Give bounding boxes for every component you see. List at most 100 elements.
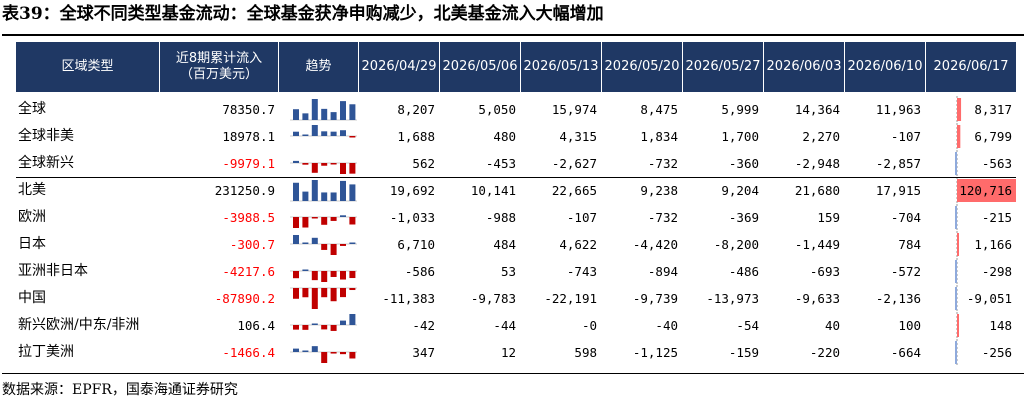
region-label: 全球新兴 <box>18 155 74 171</box>
table-row: 全球 78350.7 8,207 5,050 15,974 8,475 5,999 14,36… <box>16 96 1016 123</box>
sparkline-bar <box>340 215 346 217</box>
cumulative-value: 231250.9 <box>214 183 275 198</box>
data-bar <box>956 231 959 258</box>
weekly-flow-value: 484 <box>493 237 516 252</box>
weekly-flow-value: -8,200 <box>713 237 759 252</box>
table-row: 拉丁美洲 -1466.4 347 12 598 -1,125 -159 -220 -664 -25… <box>16 339 1016 366</box>
sparkline-bar <box>340 244 346 246</box>
region-label: 日本 <box>18 236 46 252</box>
sparkline-bar <box>311 346 318 352</box>
sparkline-bar <box>321 352 328 363</box>
cumulative-value: -4217.6 <box>222 264 275 279</box>
data-bar <box>955 204 958 231</box>
sparkline-bar <box>349 352 356 359</box>
sparkline-bar <box>340 271 346 280</box>
weekly-flow-value: 15,974 <box>551 102 597 117</box>
table-row: 日本 -300.7 6,710 484 4,622 -4,420 -8,200 -1,449 7… <box>16 231 1016 258</box>
header-cumulative-line2: （百万美元） <box>179 67 258 82</box>
weekly-flow-value: 22,665 <box>551 183 597 198</box>
sparkline-bar <box>302 217 309 228</box>
sparkline-bar <box>321 131 328 136</box>
data-bar-fill <box>955 206 957 229</box>
sparkline-bar <box>340 180 346 201</box>
weekly-flow-value: 9,238 <box>640 183 678 198</box>
table-row: 亚洲非日本 -4217.6 -586 53 -743 -894 -486 -693 -572 -2… <box>16 258 1016 285</box>
data-bar-fill <box>957 233 959 256</box>
sparkline-bar <box>302 288 309 298</box>
region-label: 新兴欧洲/中东/非洲 <box>18 317 140 333</box>
sparkline-bar <box>340 288 346 298</box>
trend-sparkline <box>290 346 357 363</box>
weekly-flow-value: -732 <box>647 156 678 171</box>
weekly-flow-value: -44 <box>493 318 516 333</box>
sparkline-bar <box>302 350 309 352</box>
sparkline-bar <box>321 217 328 225</box>
table-row: 新兴欧洲/中东/非洲 106.4 -42 -44 -0 -40 -54 40 100 148 <box>16 312 1016 339</box>
region-label: 欧洲 <box>18 209 46 225</box>
data-bar-fill <box>955 152 957 175</box>
weekly-flow-value: 12 <box>500 345 516 360</box>
region-label: 全球非美 <box>18 128 74 144</box>
weekly-flow-value: -732 <box>647 210 678 225</box>
trend-sparkline <box>290 99 357 121</box>
weekly-flow-value: 6,710 <box>397 237 435 252</box>
data-bar <box>956 177 1016 204</box>
group-separator <box>16 177 1016 178</box>
sparkline-bar <box>330 192 337 201</box>
sparkline-bar <box>311 237 318 244</box>
weekly-flow-value: 1,688 <box>397 129 435 144</box>
weekly-flow-value: -586 <box>404 264 435 279</box>
sparkline-bar <box>302 242 309 244</box>
header-trend: 趋势 <box>278 42 358 92</box>
weekly-flow-value: -4,420 <box>632 237 678 252</box>
sparkline-bar <box>311 99 318 120</box>
weekly-flow-value: -563 <box>981 156 1012 171</box>
weekly-flow-value: 40 <box>824 318 840 333</box>
cumulative-value: 78350.7 <box>222 102 275 117</box>
sparkline-bar <box>293 182 299 201</box>
sparkline-bar <box>340 101 346 120</box>
weekly-flow-value: -107 <box>890 129 921 144</box>
weekly-flow-value: -2,857 <box>875 156 921 171</box>
weekly-flow-value: -22,191 <box>544 291 597 306</box>
sparkline-bar <box>293 325 299 330</box>
weekly-flow-value: 11,963 <box>875 102 921 117</box>
weekly-flow-value: -704 <box>890 210 921 225</box>
weekly-flow-value: 8,317 <box>974 102 1012 117</box>
sparkline-bar <box>321 108 328 120</box>
sparkline-bar <box>302 134 309 136</box>
weekly-flow-value: 562 <box>412 156 435 171</box>
header-cumulative-line1: 近8期累计流入 <box>175 51 263 66</box>
sparkline-bar <box>330 217 337 221</box>
data-bar-fill <box>955 260 957 283</box>
sparkline-bar <box>330 352 337 354</box>
sparkline-bar <box>321 271 328 282</box>
trend-sparkline <box>290 180 357 202</box>
region-label: 拉丁美洲 <box>18 344 74 360</box>
sparkline-bar <box>330 288 337 302</box>
weekly-flow-value: 148 <box>989 318 1012 333</box>
table-header: 区域类型 近8期累计流入 （百万美元） 趋势 2026/04/29 2026/05… <box>16 42 1016 92</box>
sparkline-bar <box>349 271 356 279</box>
data-bar <box>955 150 958 177</box>
header-date: 2026/06/17 <box>925 42 1016 92</box>
weekly-flow-value: -453 <box>485 156 516 171</box>
data-bar <box>956 123 961 150</box>
weekly-flow-value: -54 <box>736 318 759 333</box>
region-label: 全球 <box>18 101 46 117</box>
weekly-flow-value: 1,700 <box>721 129 759 144</box>
weekly-flow-value: 598 <box>574 345 597 360</box>
weekly-flow-value: -360 <box>728 156 759 171</box>
header-date: 2026/04/29 <box>358 42 439 92</box>
weekly-flow-value: -894 <box>647 264 678 279</box>
fund-flow-table: 区域类型 近8期累计流入 （百万美元） 趋势 2026/04/29 2026/05… <box>16 42 1016 369</box>
weekly-flow-value: -988 <box>485 210 516 225</box>
sparkline-bar <box>340 352 346 355</box>
weekly-flow-value: 1,834 <box>640 129 678 144</box>
weekly-flow-value: 480 <box>493 129 516 144</box>
weekly-flow-value: -9,633 <box>794 291 840 306</box>
weekly-flow-value: -486 <box>728 264 759 279</box>
sparkline-bar <box>293 234 299 244</box>
cumulative-value: -9979.1 <box>222 156 275 171</box>
weekly-flow-value: -743 <box>566 264 597 279</box>
